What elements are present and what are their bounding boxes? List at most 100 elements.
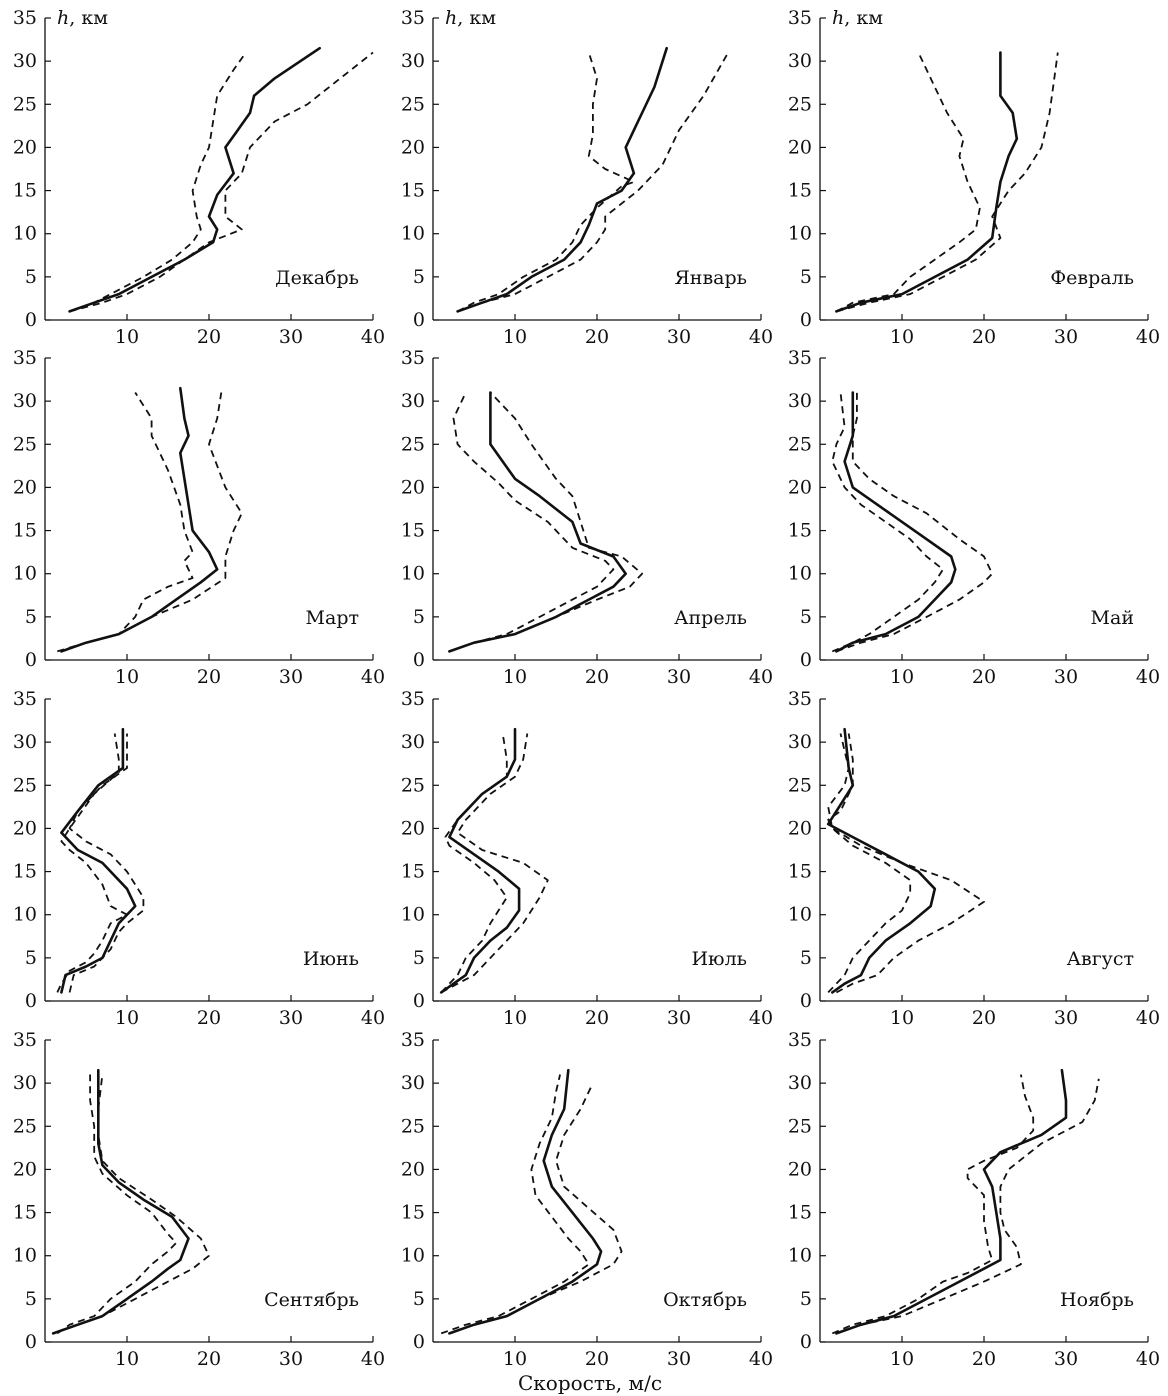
y-tick-label: 5 (413, 266, 425, 288)
x-tick-label: 20 (972, 666, 996, 688)
y-tick-label: 15 (788, 1202, 812, 1224)
y-tick-label: 25 (13, 93, 37, 115)
y-tick-label: 20 (788, 136, 812, 158)
y-axis-label-variable: h (57, 7, 69, 29)
x-tick-label: 30 (1054, 326, 1078, 348)
y-tick-label: 10 (788, 223, 812, 245)
y-tick-label: 20 (13, 136, 37, 158)
x-tick-label: 30 (279, 1007, 303, 1029)
x-tick-label: 40 (749, 1348, 773, 1370)
bound-profile-line (836, 392, 994, 653)
month-label: Июль (691, 948, 747, 970)
x-tick-label: 10 (503, 666, 527, 688)
y-tick-label: 15 (788, 861, 812, 883)
y-tick-label: 20 (401, 136, 425, 158)
panel-6: 0 5 10 15 20 25 30 35 10 20 30 40 Май (788, 347, 1160, 688)
x-tick-label: 10 (890, 326, 914, 348)
x-tick-label: 10 (115, 326, 139, 348)
panel-8: 0 5 10 15 20 25 30 35 10 20 30 40 Июль (401, 688, 773, 1029)
x-tick-label: 40 (749, 1007, 773, 1029)
x-tick-label: 10 (503, 1007, 527, 1029)
y-tick-label: 0 (25, 1331, 37, 1353)
y-axis-label-variable: h (832, 7, 844, 29)
y-tick-label: 30 (401, 1072, 425, 1094)
bound-profile-line (440, 733, 508, 994)
mean-profile-line (456, 46, 668, 313)
panel-9: 0 5 10 15 20 25 30 35 10 20 30 40 Август (788, 688, 1160, 1029)
x-tick-label: 40 (1136, 1007, 1160, 1029)
mean-profile-line (51, 1068, 190, 1335)
y-tick-label: 25 (401, 774, 425, 796)
y-tick-label: 35 (13, 1029, 37, 1051)
x-tick-label: 10 (890, 1007, 914, 1029)
y-tick-label: 5 (25, 947, 37, 969)
y-tick-label: 0 (800, 309, 812, 331)
y-tick-label: 20 (788, 476, 812, 498)
y-tick-label: 25 (401, 433, 425, 455)
y-tick-label: 5 (25, 1288, 37, 1310)
y-tick-label: 30 (788, 50, 812, 72)
y-tick-label: 30 (788, 390, 812, 412)
bound-profile-line (449, 392, 615, 653)
x-tick-label: 20 (972, 326, 996, 348)
x-tick-label: 40 (749, 666, 773, 688)
y-tick-label: 10 (13, 1245, 37, 1267)
x-tick-label: 40 (1136, 1348, 1160, 1370)
month-label: Январь (674, 267, 747, 289)
x-tick-label: 40 (1136, 326, 1160, 348)
y-tick-label: 0 (413, 1331, 425, 1353)
panel-11: 0 5 10 15 20 25 30 35 10 20 30 40 Октябрь (401, 1029, 773, 1370)
y-tick-label: 5 (413, 1288, 425, 1310)
y-tick-label: 35 (401, 7, 425, 29)
x-tick-label: 20 (585, 1348, 609, 1370)
y-tick-label: 20 (788, 817, 812, 839)
x-tick-label: 20 (972, 1348, 996, 1370)
y-tick-label: 20 (401, 476, 425, 498)
y-tick-label: 5 (413, 606, 425, 628)
x-tick-label: 20 (197, 1348, 221, 1370)
y-tick-label: 25 (401, 93, 425, 115)
x-tick-label: 10 (503, 326, 527, 348)
y-tick-label: 15 (401, 861, 425, 883)
y-tick-label: 35 (401, 347, 425, 369)
bound-profile-line (831, 392, 944, 653)
y-tick-label: 0 (25, 309, 37, 331)
x-tick-label: 10 (115, 666, 139, 688)
y-tick-label: 15 (788, 180, 812, 202)
bound-profile-line (831, 1074, 1035, 1335)
y-tick-label: 30 (13, 1072, 37, 1094)
month-label: Май (1091, 607, 1134, 629)
y-tick-label: 35 (788, 347, 812, 369)
month-label: Октябрь (663, 1289, 747, 1311)
y-tick-label: 0 (413, 649, 425, 671)
y-tick-label: 20 (401, 1158, 425, 1180)
y-tick-label: 0 (413, 309, 425, 331)
x-tick-label: 40 (361, 1007, 385, 1029)
x-tick-label: 40 (361, 1348, 385, 1370)
y-tick-label: 10 (788, 563, 812, 585)
y-tick-label: 35 (401, 1029, 425, 1051)
x-tick-label: 30 (1054, 1348, 1078, 1370)
mean-profile-line (60, 386, 219, 653)
x-tick-label: 20 (585, 1007, 609, 1029)
y-tick-label: 30 (788, 731, 812, 753)
y-tick-label: 10 (13, 904, 37, 926)
bound-profile-line (440, 733, 549, 994)
bound-profile-line (69, 51, 374, 313)
month-label: Декабрь (275, 267, 359, 289)
bound-profile-line (56, 733, 128, 993)
mean-profile-line (826, 727, 937, 994)
y-tick-label: 10 (401, 223, 425, 245)
bound-profile-line (68, 733, 145, 993)
month-label: Сентябрь (264, 1289, 359, 1311)
y-tick-label: 25 (401, 1115, 425, 1137)
x-tick-label: 20 (197, 1007, 221, 1029)
y-tick-label: 35 (401, 688, 425, 710)
y-tick-label: 10 (788, 1245, 812, 1267)
mean-profile-line (68, 46, 321, 313)
y-tick-label: 10 (401, 563, 425, 585)
y-tick-label: 5 (800, 947, 812, 969)
y-tick-label: 25 (788, 774, 812, 796)
